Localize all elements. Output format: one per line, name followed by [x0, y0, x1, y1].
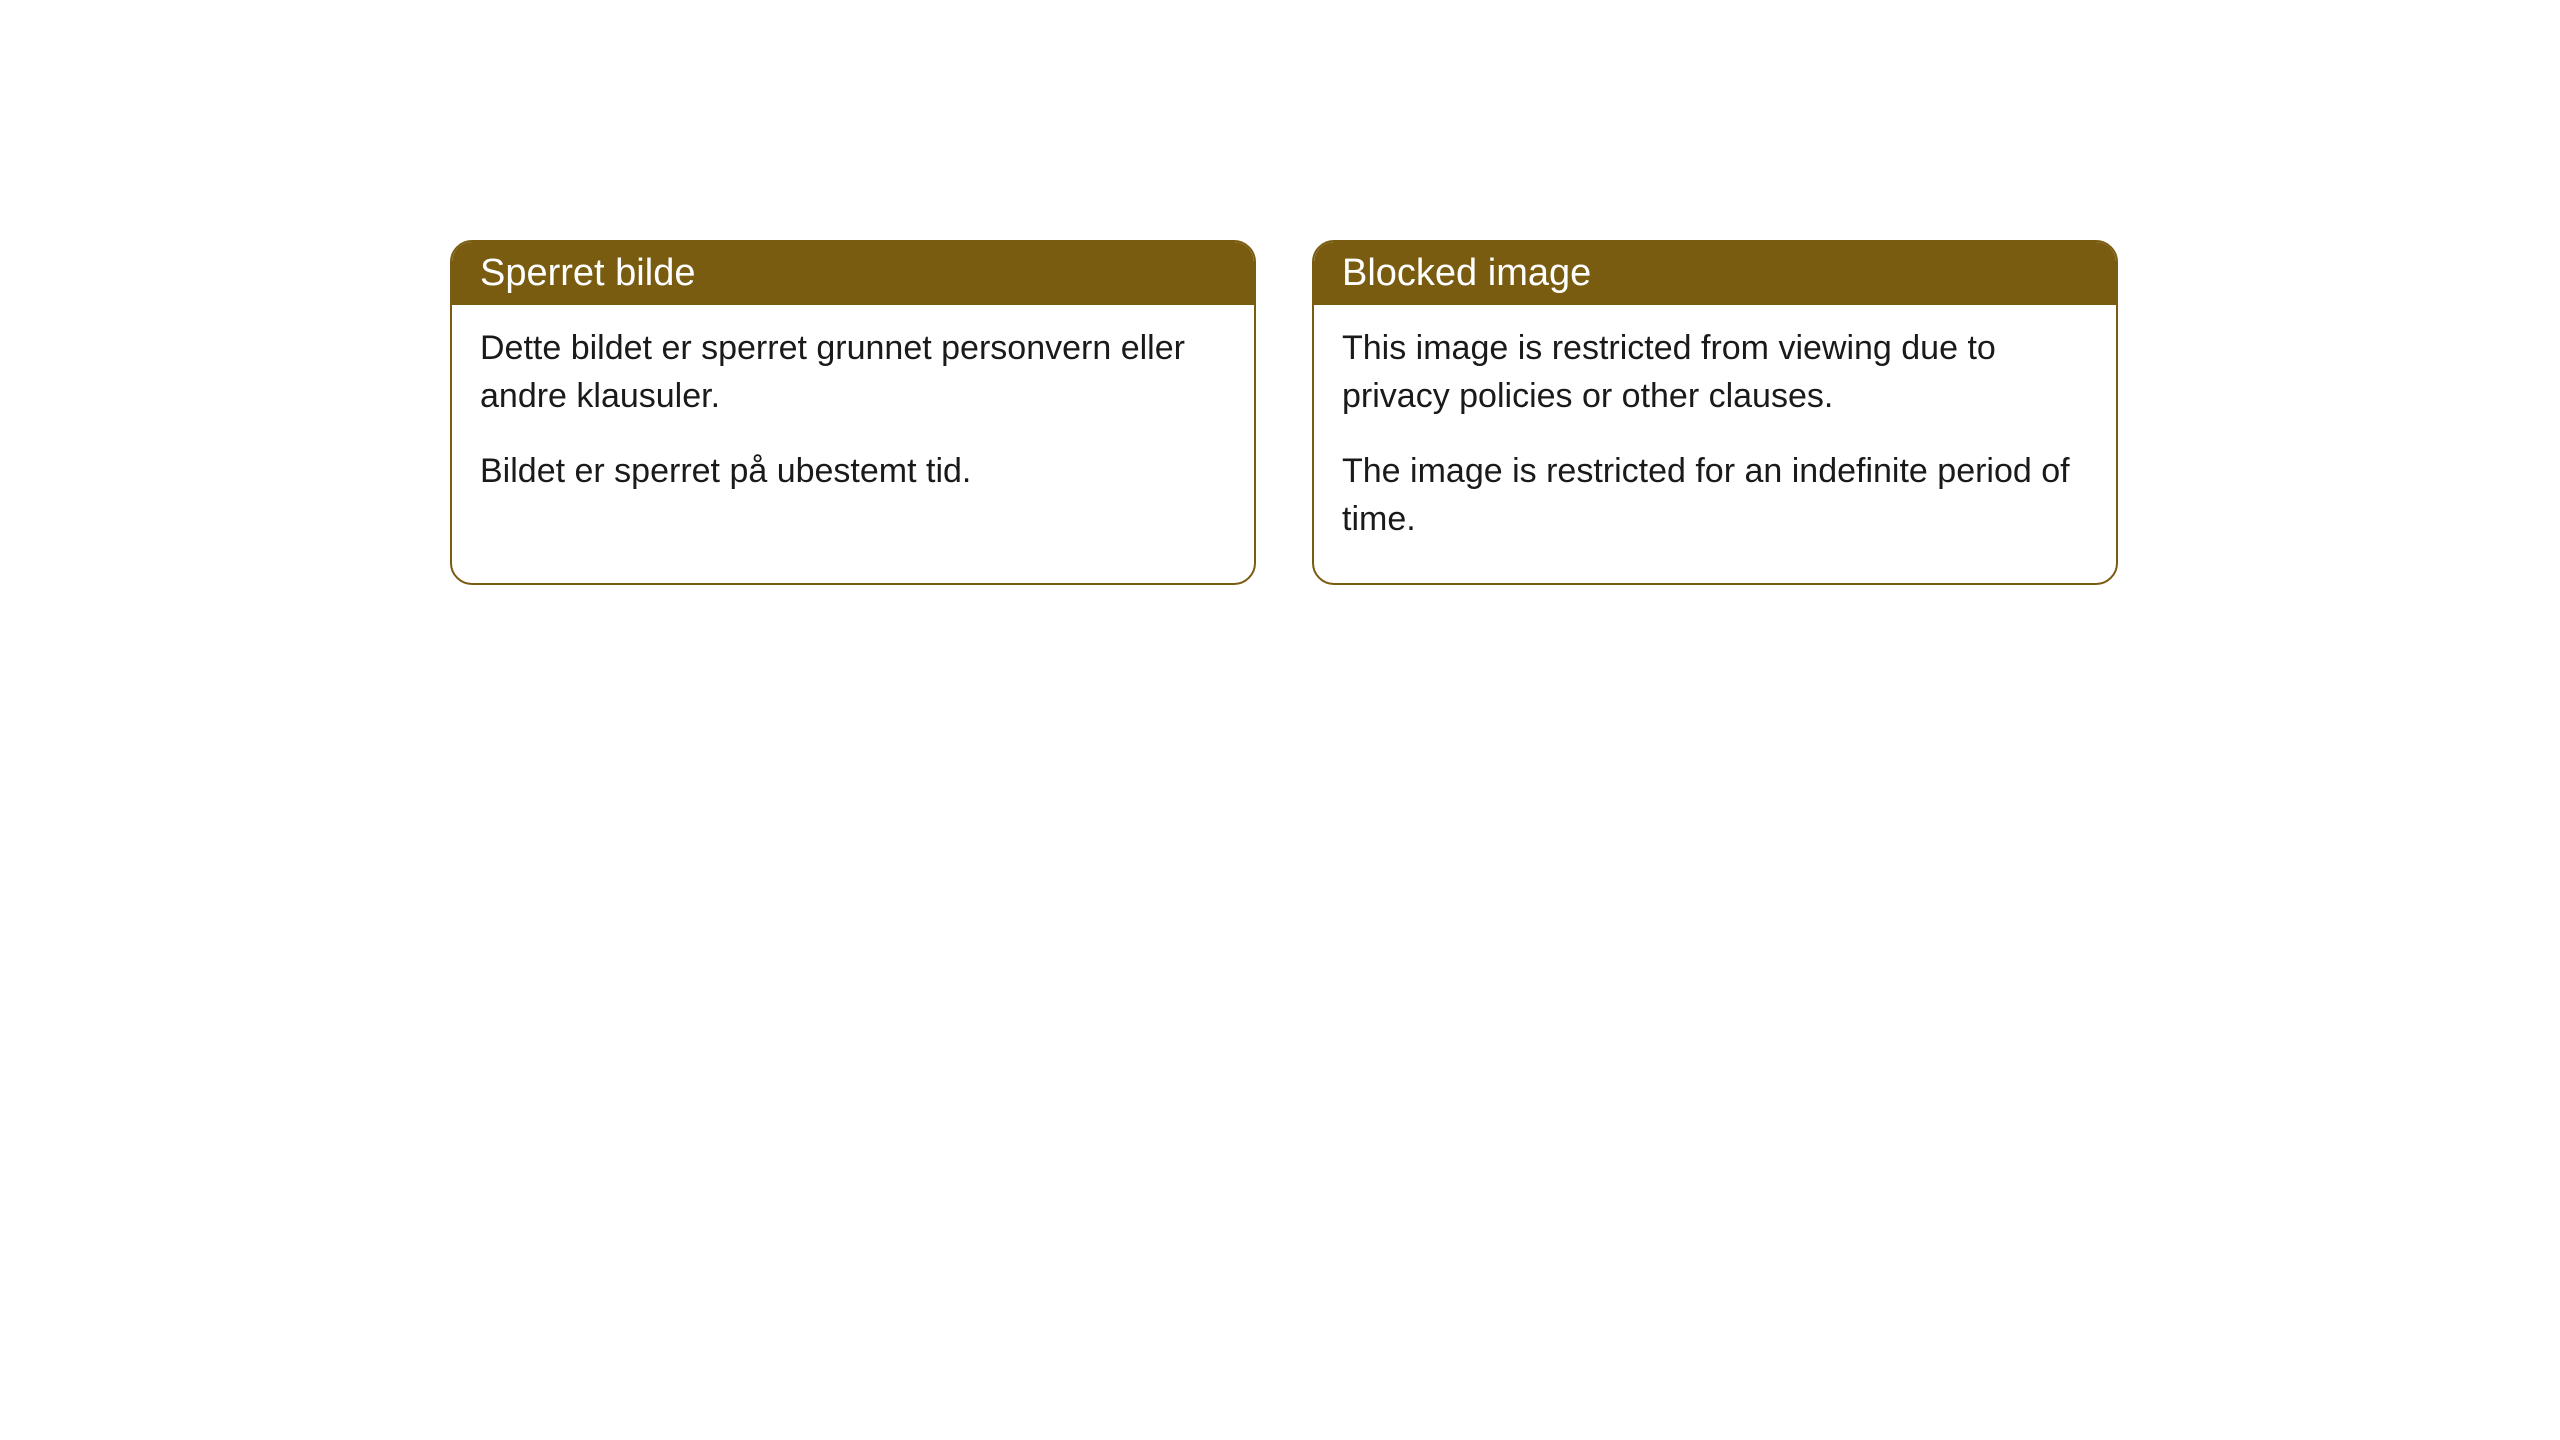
card-header: Sperret bilde [452, 242, 1254, 305]
notice-card-english: Blocked image This image is restricted f… [1312, 240, 2118, 585]
card-title: Blocked image [1342, 252, 1591, 294]
card-body: This image is restricted from viewing du… [1314, 305, 2116, 583]
card-paragraph: This image is restricted from viewing du… [1342, 325, 2088, 420]
card-paragraph: The image is restricted for an indefinit… [1342, 448, 2088, 543]
card-paragraph: Dette bildet er sperret grunnet personve… [480, 325, 1226, 420]
notice-cards-container: Sperret bilde Dette bildet er sperret gr… [450, 240, 2118, 585]
card-header: Blocked image [1314, 242, 2116, 305]
card-body: Dette bildet er sperret grunnet personve… [452, 305, 1254, 536]
card-paragraph: Bildet er sperret på ubestemt tid. [480, 448, 1226, 496]
notice-card-norwegian: Sperret bilde Dette bildet er sperret gr… [450, 240, 1256, 585]
card-title: Sperret bilde [480, 252, 695, 294]
